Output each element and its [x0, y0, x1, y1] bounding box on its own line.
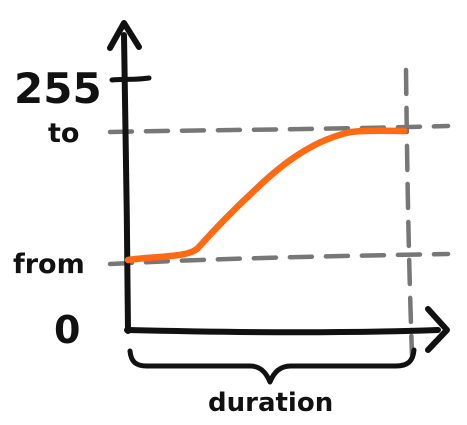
easing-curve: [124, 127, 408, 264]
to-label: to: [48, 118, 79, 149]
from-label: from: [13, 249, 85, 280]
max-label: 255: [14, 64, 102, 113]
from-guide: [107, 251, 451, 267]
axes: [107, 20, 450, 353]
duration-brace: [127, 347, 417, 385]
y-axis: [121, 32, 131, 334]
duration-guide: [403, 67, 415, 358]
duration-label: duration: [208, 388, 333, 418]
guide-lines: [107, 67, 451, 358]
x-axis: [124, 327, 441, 336]
zero-label: 0: [54, 308, 80, 352]
to-guide: [107, 123, 451, 135]
max-tick: [109, 75, 152, 83]
x-axis-arrow: [425, 306, 450, 353]
y-axis-arrow: [107, 20, 142, 51]
